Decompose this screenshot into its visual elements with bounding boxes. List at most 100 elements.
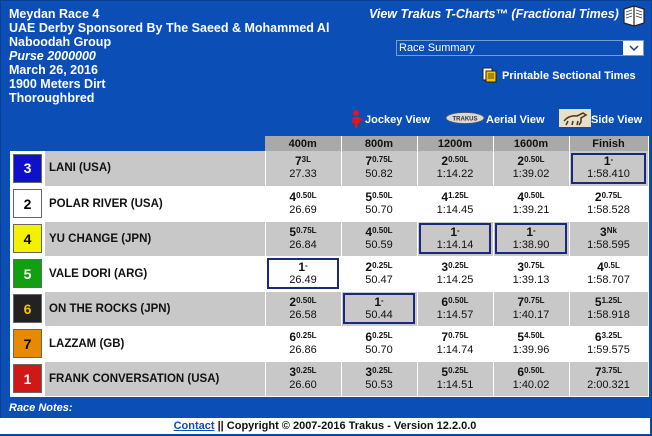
call-value: 1- 1:14.14	[436, 225, 474, 252]
call-cell: 30.25L 50.53	[341, 361, 418, 397]
printable-sectional-times-link[interactable]: Printable Sectional Times	[502, 70, 636, 82]
position-number: 2	[289, 294, 297, 309]
trakus-title-link[interactable]: View Trakus T-Charts™ (Fractional Times)	[369, 7, 619, 21]
call-position: 63.25L	[587, 329, 630, 344]
margin: 0.75L	[524, 295, 545, 305]
margin: 1.25L	[601, 295, 623, 305]
call-position: 50.25L	[437, 365, 474, 379]
call-position: 1-	[587, 155, 630, 168]
position-number: 7	[294, 154, 302, 169]
saddle-cloth-cell: 3	[10, 151, 45, 187]
call-value: 20.25L 50.47	[365, 259, 393, 287]
call-value: 41.25L 1:14.45	[437, 190, 474, 217]
table-row: 7 LAZZAM (GB) 60.25L 26.86 60.25L 50.70 70.75L…	[10, 326, 649, 362]
call-cell: 41.25L 1:14.45	[417, 186, 494, 222]
call-value: 20.50L 1:39.02	[513, 155, 550, 181]
position-number: 3	[441, 259, 449, 274]
call-cell: 30.25L 26.60	[265, 361, 342, 397]
race-view-selected: Race Summary	[397, 41, 623, 55]
call-value: 20.50L 26.58	[289, 294, 317, 322]
chevron-down-icon[interactable]	[627, 42, 641, 54]
call-value: 51.25L 1:58.918	[587, 295, 630, 322]
call-cell: 51.25L 1:58.918	[569, 291, 649, 327]
call-cell: 1- 1:38.90	[493, 221, 570, 257]
margin: 0.25L	[296, 365, 317, 375]
call-value: 73L 27.33	[289, 155, 317, 181]
saddle-cloth-cell: 6	[10, 291, 45, 327]
margin: 0.50L	[524, 155, 545, 165]
call-time: 1:14.14	[436, 238, 474, 251]
call-time: 1:58.918	[587, 308, 630, 321]
position-number: 7	[441, 329, 449, 344]
position-number: 7	[365, 154, 373, 169]
margin: 0.75L	[372, 155, 393, 165]
aerial-view-link[interactable]: Aerial View	[486, 114, 545, 126]
horse-icon[interactable]	[559, 109, 591, 127]
jockey-icon[interactable]	[349, 109, 365, 129]
race-view-select[interactable]: Race Summary	[396, 40, 644, 56]
call-position: 70.75L	[365, 155, 393, 168]
position-number: 2	[594, 189, 602, 204]
call-position: 1-	[289, 260, 317, 274]
position-number: 6	[594, 329, 602, 344]
margin: -	[610, 155, 614, 165]
call-time: 27.33	[289, 168, 317, 181]
call-position: 50.75L	[289, 224, 317, 239]
call-cell: 73.75L 2:00.321	[569, 361, 649, 397]
call-time: 1:14.74	[436, 343, 474, 356]
printer-icon[interactable]	[481, 67, 497, 83]
saddle-cloth-cell: 4	[10, 221, 45, 257]
position-number: 3	[600, 224, 607, 239]
position-number: 5	[289, 224, 297, 239]
call-time: 1:14.25	[436, 273, 474, 286]
call-value: 3Nk 1:58.595	[587, 224, 630, 252]
call-value: 20.75L 1:58.528	[587, 189, 630, 217]
margin: -	[533, 225, 536, 235]
call-position: 54.50L	[513, 330, 550, 344]
race-name: UAE Derby Sponsored By The Saeed & Moham…	[9, 21, 330, 35]
call-position: 70.75L	[513, 294, 550, 309]
position-number: 1	[374, 294, 381, 309]
call-cell: 1- 50.44	[341, 291, 418, 327]
call-time: 1:58.595	[587, 238, 630, 251]
call-time: 50.47	[365, 273, 393, 286]
side-view-link[interactable]: Side View	[591, 114, 643, 126]
position-number: 7	[594, 364, 602, 379]
blank-header	[10, 136, 45, 151]
position-number: 4	[289, 189, 297, 204]
call-value: 40.50L 1:39.21	[513, 190, 550, 217]
call-cell: 70.75L 1:40.17	[493, 291, 570, 327]
horse-name: LANI (USA)	[45, 151, 266, 187]
footer: Contact || Copyright © 2007-2016 Trakus …	[0, 418, 650, 434]
race-number: Meydan Race 4	[9, 7, 100, 21]
position-number: 2	[517, 154, 525, 169]
saddle-cloth-cell: 2	[10, 186, 45, 222]
position-number: 7	[517, 294, 525, 309]
book-icon[interactable]	[621, 3, 647, 27]
position-number: 2	[365, 259, 373, 274]
margin: -	[457, 225, 460, 235]
call-cell: 50.25L 1:14.51	[417, 361, 494, 397]
call-position: 1-	[513, 225, 550, 239]
call-time: 1:58.410	[587, 168, 630, 181]
race-breed: Thoroughbred	[9, 91, 95, 105]
margin: 0.50L	[524, 190, 545, 200]
call-position: 30.25L	[437, 259, 474, 274]
column-header: Finish	[569, 136, 649, 151]
call-position: 41.25L	[437, 190, 474, 204]
jockey-view-link[interactable]: Jockey View	[365, 114, 431, 126]
call-time: 26.84	[289, 238, 317, 251]
call-value: 63.25L 1:59.575	[587, 329, 630, 357]
margin: 3L	[301, 155, 312, 165]
horse-name: YU CHANGE (JPN)	[45, 221, 266, 257]
race-notes-label: Race Notes:	[9, 402, 73, 414]
margin: 0.25L	[448, 260, 469, 270]
call-time: 1:39.02	[512, 168, 550, 181]
trakus-badge-icon[interactable]: TRAKUS	[445, 112, 485, 124]
call-cell: 60.25L 26.86	[265, 326, 342, 362]
call-cell: 20.50L 1:14.22	[417, 151, 494, 187]
saddle-cloth-number: 4	[13, 224, 42, 253]
position-number: 1	[603, 154, 611, 169]
contact-link[interactable]: Contact	[173, 420, 215, 432]
